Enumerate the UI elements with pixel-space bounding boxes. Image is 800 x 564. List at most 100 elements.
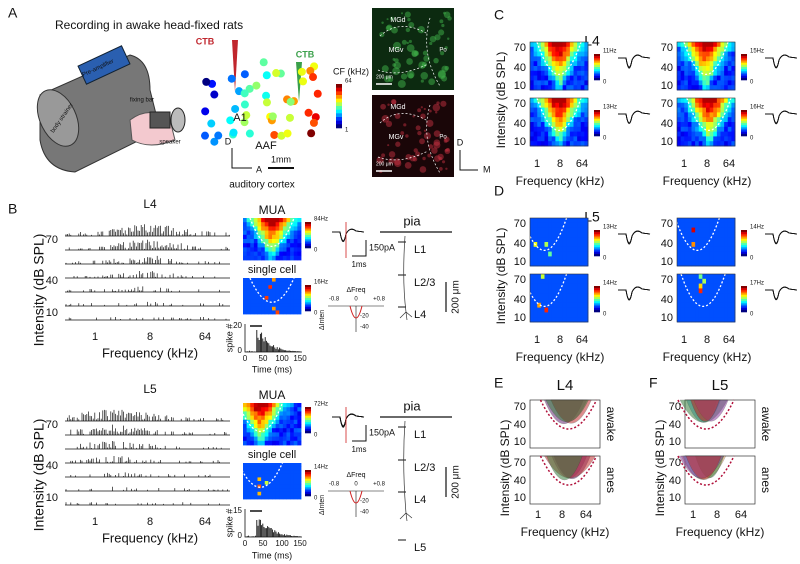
heatmap-cell xyxy=(286,255,291,261)
heatmap-cell xyxy=(246,222,251,227)
y-tick-label: 70 xyxy=(514,274,526,286)
heatmap-cell xyxy=(580,122,585,128)
heatmap-cell xyxy=(548,293,553,299)
histology-label xyxy=(429,109,432,113)
state-label: anes xyxy=(604,467,618,493)
heatmap-cell xyxy=(533,85,538,91)
heatmap-cell xyxy=(268,484,273,489)
heatmap-cell xyxy=(290,239,295,244)
heatmap-cell xyxy=(548,283,553,289)
heatmap-cell xyxy=(279,419,284,425)
heatmap-cell xyxy=(713,278,718,284)
heatmap-cell xyxy=(246,218,251,223)
heatmap-cell xyxy=(713,307,718,313)
heatmap-cell xyxy=(724,56,729,62)
heatmap-cell xyxy=(548,107,553,113)
heatmap-cell xyxy=(533,112,538,118)
heatmap-cell xyxy=(577,75,582,81)
colorbar-step xyxy=(594,309,600,313)
heatmap-cell xyxy=(555,102,560,108)
heatmap-cell xyxy=(290,243,295,248)
waveform xyxy=(332,228,365,243)
heatmap-cell xyxy=(706,293,711,299)
heatmap-cell xyxy=(569,126,574,132)
heatmap-cell xyxy=(530,246,535,252)
heatmap-cell xyxy=(253,292,258,297)
heatmap-cell xyxy=(533,102,538,108)
heatmap-cell xyxy=(702,42,707,48)
colorbar-step xyxy=(594,116,600,119)
heatmap-cell xyxy=(691,107,696,113)
heatmap-cell xyxy=(698,261,703,267)
heatmap-cell xyxy=(559,70,564,76)
heatmap-cell xyxy=(580,61,585,67)
layer-label: L1 xyxy=(414,429,426,441)
heatmap-cell xyxy=(537,242,542,248)
y-tick-label: 70 xyxy=(514,42,526,54)
heatmap-cell xyxy=(702,51,707,57)
heatmap-cell xyxy=(562,283,567,289)
heatmap-cell xyxy=(555,307,560,313)
heatmap-cell xyxy=(569,85,574,91)
x-tick-label: 64 xyxy=(580,509,592,521)
histology-label xyxy=(412,115,415,118)
histology-label xyxy=(423,132,432,140)
histology-label xyxy=(445,167,448,170)
heatmap-cell xyxy=(584,246,589,252)
inset-label: ΔInten xyxy=(319,495,326,515)
y-tick-label: 70 xyxy=(514,457,526,469)
heatmap-cell xyxy=(695,288,700,294)
heatmap-cell xyxy=(544,246,549,252)
heatmap-cell xyxy=(282,222,287,227)
heatmap-cell xyxy=(695,131,700,137)
colorbar-step xyxy=(594,234,600,237)
heatmap-cell xyxy=(275,234,280,240)
heatmap-cell xyxy=(290,432,295,437)
heatmap-cell xyxy=(261,239,266,244)
heatmap-cell xyxy=(577,117,582,123)
histology-label xyxy=(422,156,426,161)
colorbar-step xyxy=(741,64,747,68)
heatmap-cell xyxy=(275,432,280,437)
heatmap-cell xyxy=(720,141,725,147)
heatmap-cell xyxy=(257,411,262,416)
heatmap-cell xyxy=(261,226,266,231)
heatmap-cell xyxy=(272,407,277,412)
heatmap-cell xyxy=(275,226,280,231)
heatmap-cell xyxy=(698,61,703,67)
colorbar-step xyxy=(741,292,747,295)
heatmap-cell xyxy=(680,107,685,113)
scale-bar xyxy=(352,425,367,442)
colorbar-step xyxy=(741,114,747,117)
colorbar-step xyxy=(741,305,747,308)
heatmap-cell xyxy=(272,419,277,425)
heatmap-cell xyxy=(716,136,721,142)
heatmap-cell xyxy=(279,226,284,231)
colorbar-step xyxy=(741,60,747,63)
heatmap-cell xyxy=(698,298,703,304)
heatmap-cell xyxy=(253,222,258,227)
heatmap-cell xyxy=(713,42,718,48)
histology-label xyxy=(443,11,446,15)
heatmap-cell xyxy=(559,283,564,289)
heatmap-cell xyxy=(246,239,251,244)
heatmap-cell xyxy=(731,70,736,76)
heatmap-cell xyxy=(282,247,287,252)
heatmap-cell xyxy=(580,42,585,48)
heatmap-cell xyxy=(533,66,538,72)
heatmap-cell xyxy=(257,484,262,489)
colorbar-max: 16Hz xyxy=(314,280,328,286)
colorbar-step xyxy=(594,290,600,293)
heatmap-cell xyxy=(698,232,703,238)
heatmap-cell xyxy=(275,470,280,475)
heatmap-cell xyxy=(548,51,553,57)
heatmap-cell xyxy=(713,112,718,118)
heatmap-cell xyxy=(584,232,589,238)
heatmap-cell xyxy=(724,261,729,267)
histology-label xyxy=(394,58,399,63)
heatmap-cell xyxy=(253,477,258,482)
x-tick-label: 0 xyxy=(243,354,248,363)
heatmap-cell xyxy=(243,303,248,308)
heatmap-cell xyxy=(706,61,711,67)
heatmap-cell xyxy=(709,112,714,118)
